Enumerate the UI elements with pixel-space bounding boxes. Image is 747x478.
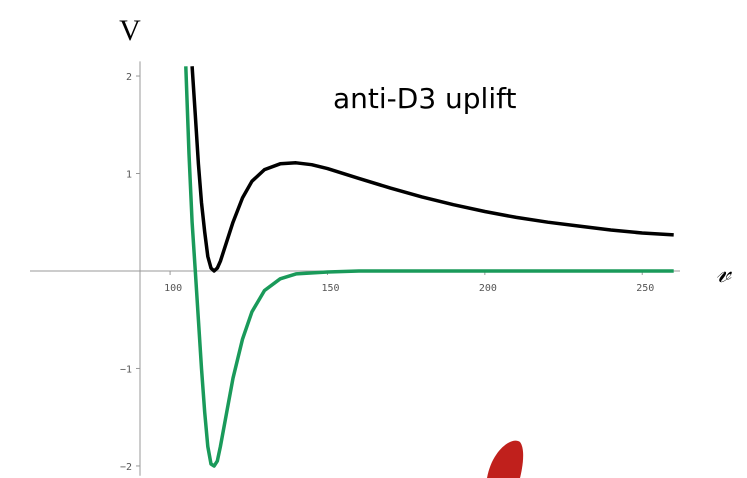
decoration xyxy=(487,440,524,478)
y-tick-label: −2 xyxy=(120,462,132,473)
x-tick-label: 150 xyxy=(321,283,339,294)
x-tick-label: 100 xyxy=(164,283,182,294)
y-tick-label: 1 xyxy=(126,170,132,181)
x-tick-label: 200 xyxy=(479,283,497,294)
y-axis-label: V xyxy=(119,14,141,47)
series-line xyxy=(184,66,674,468)
x-tick-label: 250 xyxy=(636,283,654,294)
chart-title: anti-D3 uplift xyxy=(333,82,516,115)
y-tick-label: 2 xyxy=(126,72,132,83)
x-axis-label: 𝓋 xyxy=(716,256,733,289)
series-line xyxy=(190,66,674,273)
y-tick-label: −1 xyxy=(120,364,132,375)
